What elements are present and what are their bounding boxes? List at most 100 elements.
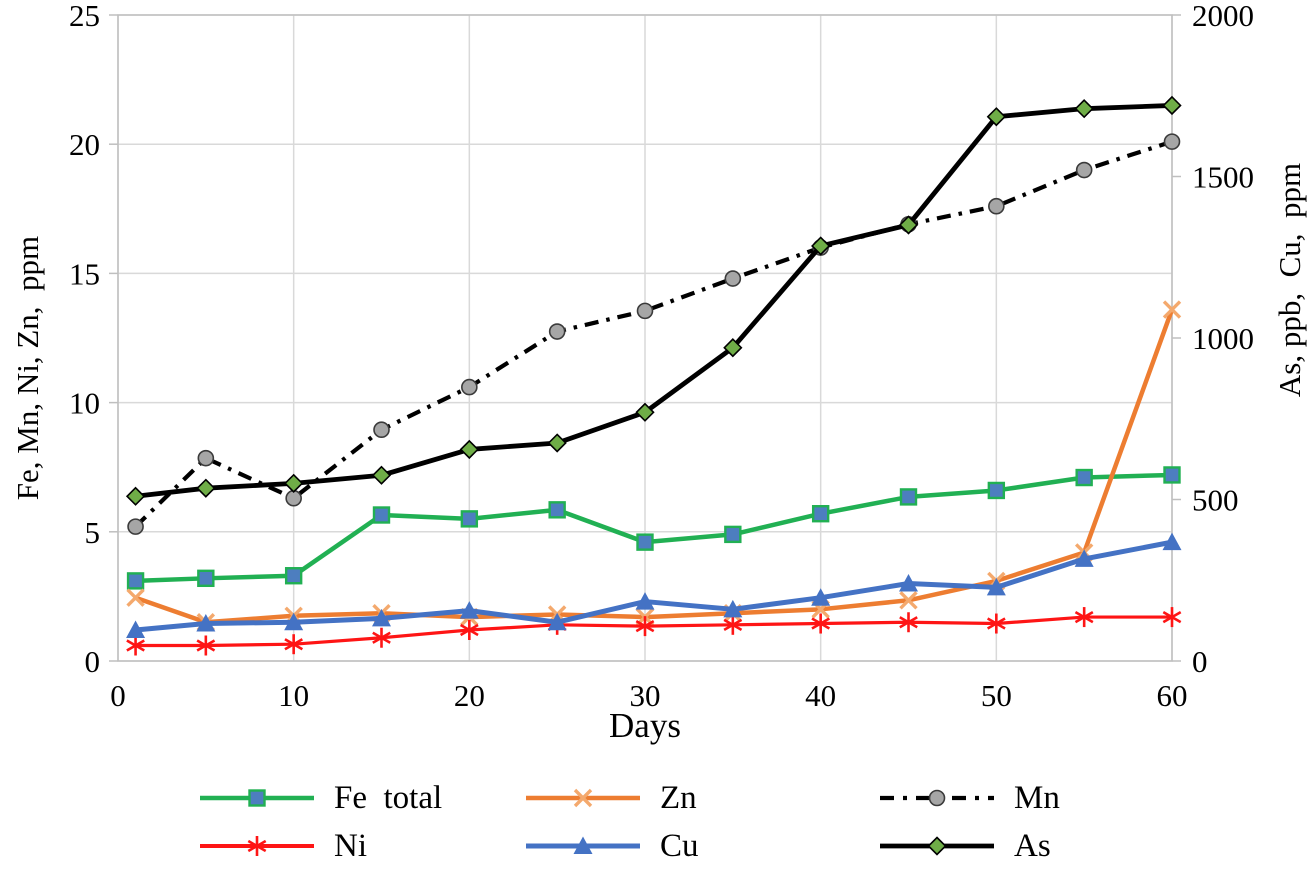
series-marker-ni bbox=[284, 638, 304, 651]
series-marker-cu bbox=[635, 592, 655, 610]
series-marker-cu bbox=[899, 573, 918, 592]
series-marker-cu bbox=[284, 612, 304, 631]
series-marker-as bbox=[196, 478, 216, 498]
legend-marker bbox=[927, 836, 947, 856]
series-marker-as bbox=[811, 236, 831, 256]
series-marker-cu bbox=[196, 614, 216, 632]
series-marker-ni bbox=[1162, 610, 1182, 624]
legend-marker bbox=[247, 839, 267, 853]
legend-swatch-cu bbox=[526, 836, 640, 854]
series-marker-ni bbox=[635, 616, 655, 637]
series-marker-mn bbox=[197, 449, 215, 467]
series-marker-fe-total bbox=[1163, 466, 1181, 484]
series-marker-cu bbox=[1162, 532, 1182, 551]
series-marker-fe-total bbox=[126, 572, 145, 590]
series-line-mn bbox=[134, 139, 1173, 529]
series-marker-ni bbox=[635, 619, 655, 633]
series-marker-fe-total bbox=[460, 510, 479, 528]
series-marker-as bbox=[1162, 95, 1182, 116]
legend-item-cu: Cu bbox=[524, 824, 699, 868]
series-marker-fe-total bbox=[460, 510, 479, 528]
series-marker-cu bbox=[196, 614, 216, 632]
series-marker-mn bbox=[548, 323, 566, 340]
series-marker-as bbox=[125, 486, 146, 506]
legend-swatch-fe-total bbox=[200, 789, 314, 807]
series-marker-fe-total bbox=[724, 525, 742, 544]
series-marker-mn bbox=[988, 197, 1005, 215]
legend-marker bbox=[573, 788, 593, 808]
legend-marker bbox=[927, 836, 947, 856]
series-marker-ni bbox=[1074, 607, 1094, 628]
series-marker-fe-total bbox=[899, 488, 918, 506]
legend-label: Cu bbox=[660, 827, 699, 864]
x-tick-label: 60 bbox=[1157, 678, 1188, 713]
series-marker-fe-total bbox=[126, 572, 145, 590]
series-marker-ni bbox=[459, 623, 479, 637]
legend-label: Zn bbox=[660, 779, 697, 816]
x-tick-label: 0 bbox=[110, 678, 126, 713]
legend-item-mn: Mn bbox=[878, 776, 1060, 820]
series-marker-fe-total bbox=[1075, 468, 1093, 487]
series-marker-cu bbox=[1074, 549, 1094, 567]
series-marker-mn bbox=[373, 421, 390, 439]
series-marker-ni bbox=[284, 634, 304, 655]
series-marker-as bbox=[1074, 99, 1094, 119]
series-marker-fe-total bbox=[1075, 468, 1093, 487]
series-marker-as bbox=[1074, 99, 1094, 119]
series-marker-ni bbox=[459, 619, 479, 640]
series-marker-fe-total bbox=[1163, 466, 1181, 484]
series-marker-ni bbox=[899, 612, 918, 633]
series-marker-mn bbox=[127, 518, 144, 535]
series-marker-fe-total bbox=[548, 501, 566, 519]
series-marker-mn bbox=[636, 302, 654, 320]
y-tick-label-right: 0 bbox=[1192, 644, 1208, 679]
series-marker-mn bbox=[1163, 133, 1181, 150]
series-marker-cu bbox=[899, 573, 918, 592]
series-marker-cu bbox=[459, 601, 479, 619]
series-marker-zn bbox=[899, 591, 918, 610]
legend-item-as: As bbox=[878, 824, 1051, 868]
series-marker-zn bbox=[899, 591, 918, 610]
series-marker-as bbox=[547, 433, 567, 453]
legend-marker bbox=[573, 836, 593, 854]
legend-swatch-ni bbox=[200, 836, 314, 856]
legend-label: Fe total bbox=[334, 779, 443, 816]
series-marker-cu bbox=[372, 608, 391, 627]
series-marker-as bbox=[635, 402, 655, 422]
series-marker-mn bbox=[548, 323, 566, 340]
y-tick-label-right: 1500 bbox=[1192, 160, 1254, 195]
legend-swatch-zn bbox=[526, 788, 640, 808]
legend-marker bbox=[573, 836, 593, 854]
series-marker-as bbox=[196, 478, 216, 498]
y-tick-label-left: 10 bbox=[69, 386, 100, 421]
series-marker-zn bbox=[126, 588, 145, 607]
legend-marker bbox=[573, 788, 593, 808]
series-marker-fe-total bbox=[197, 569, 215, 588]
series-marker-mn bbox=[373, 421, 390, 439]
series-marker-cu bbox=[372, 608, 391, 627]
series-marker-ni bbox=[1074, 610, 1094, 624]
legend-marker bbox=[928, 789, 946, 807]
series-marker-fe-total bbox=[636, 533, 654, 551]
series-marker-mn bbox=[724, 270, 742, 287]
legend-item-fe-total: Fe total bbox=[198, 776, 442, 820]
series-marker-ni bbox=[811, 613, 831, 634]
series-marker-as bbox=[723, 338, 743, 358]
series-marker-as bbox=[898, 215, 919, 235]
y-tick-label-left: 25 bbox=[69, 0, 100, 33]
series-marker-ni bbox=[372, 631, 391, 644]
series-marker-cu bbox=[547, 612, 567, 631]
y-tick-label-right: 2000 bbox=[1192, 0, 1254, 33]
series-marker-cu bbox=[811, 588, 831, 606]
y-axis-title-right: As, ppb, Cu, ppm bbox=[1272, 162, 1307, 398]
x-tick-label: 50 bbox=[981, 678, 1012, 713]
legend-label: Ni bbox=[334, 827, 367, 864]
series-marker-as bbox=[547, 433, 567, 453]
series-marker-fe-total bbox=[811, 505, 830, 523]
legend-item-zn: Zn bbox=[524, 776, 697, 820]
legend-marker bbox=[248, 789, 266, 807]
y-tick-label-left: 0 bbox=[85, 644, 101, 679]
y-tick-label-right: 1000 bbox=[1192, 321, 1254, 356]
series-marker-mn bbox=[724, 270, 742, 287]
